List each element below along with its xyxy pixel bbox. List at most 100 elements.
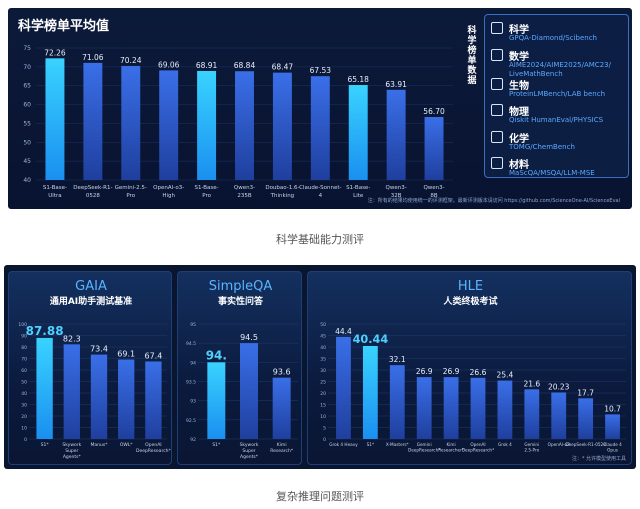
y-tick-label: 10 [21,426,27,432]
data-label: 25.4 [497,371,514,380]
chart-title: HLE [458,279,483,294]
x-tick-label: OpenAI [145,442,161,448]
x-tick-label: Gemini [524,442,539,447]
y-tick-label: 94.5 [186,341,196,347]
x-tick-label: DeepResearch* [408,448,440,453]
x-tick-label: Agents* [240,454,259,460]
x-tick-label: Thinking [270,193,295,199]
data-label: 93.6 [273,368,291,377]
bar [386,89,406,180]
bar [145,361,162,439]
x-tick-label: Kimi [447,442,456,447]
data-label: 68.47 [272,63,294,72]
math-icon [491,49,503,61]
data-label: 44.4 [335,327,352,336]
legend-desc: GPQA-Diamond/Scibench [509,34,597,42]
data-label: 68.84 [234,61,256,70]
bar [235,71,254,180]
y-tick-label: 93.5 [186,380,196,386]
y-tick-label: 93 [190,399,196,405]
x-tick-label: Claude-Sonnet- [299,185,341,191]
chart-subtitle: 通用AI助手测试基准 [50,295,132,307]
x-tick-label: 235B [237,193,251,199]
footnote: 注：* 允许模型使用工具 [572,455,626,462]
legend-name: 生物 [509,81,529,92]
x-tick-label: Qwen3- [423,185,444,191]
legend-name: 物理 [509,107,529,118]
x-tick-label: S1-Base- [195,185,219,191]
data-label: 68.91 [196,61,218,70]
y-tick-label: 40 [23,177,31,184]
caption-science-basics: 科学基础能力测评 [276,233,364,246]
bar [121,65,141,180]
x-tick-label: OWL* [120,442,133,448]
data-label: 94. [206,348,227,362]
x-tick-label: Qwen3- [386,185,407,191]
bar [470,377,486,439]
data-label: 72.26 [44,48,66,57]
vertical-label: 科学榜单数据 [467,26,477,86]
x-tick-label: Ultra [48,193,61,199]
y-tick-label: 92 [190,437,196,443]
y-tick-label: 35 [320,357,326,363]
physics-icon [491,104,503,116]
data-label: 20.23 [548,382,570,391]
data-label: 73.4 [90,345,108,354]
y-tick-label: 92.5 [186,418,196,424]
dna-icon [491,78,503,90]
x-tick-label: Lite [353,193,364,199]
data-label: 63.91 [385,80,407,89]
y-tick-label: 50 [21,380,27,386]
y-tick-label: 80 [21,345,27,351]
x-tick-label: Research* [270,448,294,454]
bar [416,377,432,439]
x-tick-label: OpenAI [470,442,485,447]
x-tick-label: OpenAI-o3- [153,185,184,191]
bar [497,380,513,439]
x-tick-label: High [162,193,175,199]
bar [36,337,53,439]
y-tick-label: 15 [320,403,326,409]
hle-card: HLE 人类终极考试 0 5 10 15 20 25 30 35 40 45 50 44.4 Grok 4 … [307,271,632,465]
benchmark-legend: 科学 GPQA-Diamond/Scibench 数学 AIME2024/AIME20… [484,14,629,178]
x-tick-label: Super [65,448,78,454]
x-tick-label: Opus [607,448,618,453]
y-tick-label: 60 [21,368,27,374]
x-tick-label: Grok 4 Heavy [329,442,358,447]
data-label: 26.9 [416,367,433,376]
data-label: 70.24 [120,56,142,65]
science-benchmark-panel: 科学榜单平均值 40 45 50 55 60 65 70 75 72.26 S1-Base- Ultr… [8,8,632,209]
data-label: 69.06 [158,60,180,69]
data-label: 87.88 [26,324,64,338]
footnote: 注：所有的结果均使用统一的评测框架。最新评测版本请访问 https://gith… [368,197,620,204]
bar [45,58,65,181]
x-tick-label: Gemini [417,442,432,447]
bar [118,359,135,439]
legend-name: 化学 [509,134,529,145]
x-tick-label: DeepResearch* [462,448,494,453]
x-tick-label: S1* [212,442,221,448]
bar [348,85,368,180]
legend-desc: ProteinLMBench/LAB bench [509,90,606,98]
data-label: 71.06 [82,53,104,62]
chart-title: 科学榜单平均值 [18,18,109,34]
bar [389,365,405,439]
bar [90,354,108,439]
bar [240,343,258,439]
data-label: 17.7 [577,388,594,397]
data-label: 26.9 [443,367,460,376]
x-tick-label: Super [242,448,255,454]
y-tick-label: 0 [24,437,27,443]
x-tick-label: X-Masters* [386,442,409,447]
y-tick-label: 94 [190,360,196,366]
x-tick-label: Doubao-1.6- [265,185,299,191]
chart-subtitle: 事实性问答 [218,295,264,307]
legend-desc: TOMG/ChemBench [509,143,575,151]
x-tick-label: S1-Base- [346,185,370,191]
x-tick-label: S1* [41,442,50,448]
y-tick-label: 40 [21,391,27,397]
x-tick-label: Grok 4 [498,442,512,447]
bar [443,377,459,439]
